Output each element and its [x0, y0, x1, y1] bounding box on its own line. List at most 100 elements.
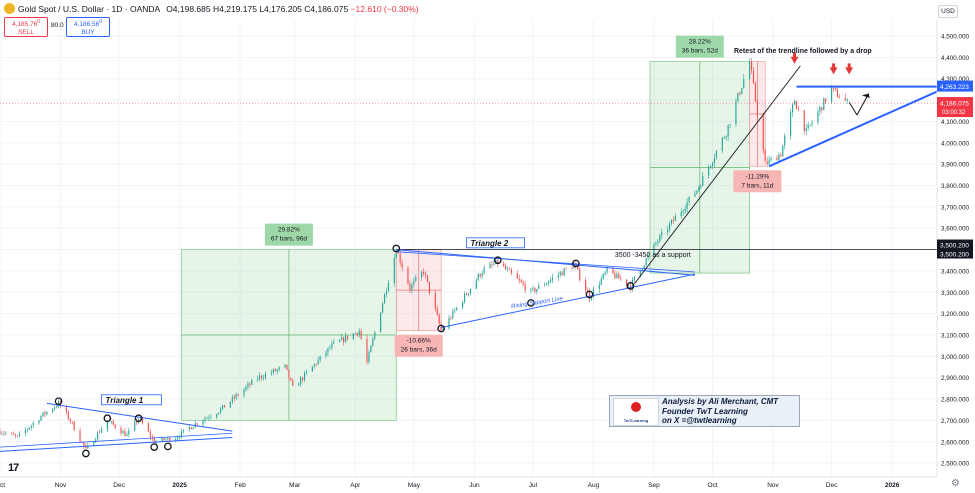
- candle-body: [602, 273, 604, 279]
- candle-body: [600, 278, 602, 285]
- candle-body: [536, 288, 538, 292]
- candle-body: [206, 417, 208, 419]
- candle-body: [319, 355, 321, 360]
- candle-body: [317, 359, 319, 365]
- candle-body: [16, 435, 19, 437]
- candle-body: [218, 412, 220, 415]
- triangle-2-upper: [396, 249, 695, 276]
- candle-body: [360, 330, 362, 339]
- author-annotation: TwTLearning Analysis by Ali Merchant, CM…: [609, 395, 800, 427]
- spread-value: 80.0: [51, 22, 64, 29]
- candle-body: [5, 432, 7, 434]
- candle-body: [737, 92, 739, 102]
- candle-body: [151, 436, 153, 439]
- candle-body: [682, 211, 684, 212]
- candle-body: [655, 242, 657, 244]
- candle-body: [549, 279, 552, 282]
- candle-body: [128, 430, 130, 435]
- candle-body: [506, 268, 509, 270]
- candle-body: [325, 352, 327, 356]
- candle-body: [40, 416, 42, 421]
- candle-body: [301, 377, 304, 381]
- candle-body: [784, 135, 786, 146]
- twt-logo-mark-icon: [631, 402, 641, 412]
- range-label-pct-2: -10.66%: [407, 338, 431, 345]
- candle-body: [627, 285, 630, 286]
- range-boxes: 29.82% 67 bars, 96d -10.66% 26 bars, 36d 28.…: [181, 35, 782, 421]
- triangle-2-label-box: [466, 237, 525, 249]
- retest-label: Retest of the trendline followed by a dr…: [734, 48, 872, 55]
- touch-point-circle-12: [585, 290, 594, 299]
- candle-body: [138, 418, 140, 423]
- candle-body: [547, 281, 550, 284]
- candle-body: [399, 253, 401, 263]
- candle-body: [315, 364, 317, 365]
- candle-body: [79, 430, 81, 442]
- candle-body: [202, 420, 204, 425]
- triangle-1-label: Triangle 1: [106, 396, 144, 405]
- candle-body: [264, 373, 267, 378]
- time-tick-label: Nov: [767, 482, 779, 489]
- candle-body: [838, 97, 840, 99]
- candle-body: [356, 332, 358, 335]
- candle-body: [165, 439, 167, 441]
- candle-body: [778, 154, 780, 161]
- candle-body: [341, 337, 343, 340]
- candle-body: [467, 293, 470, 295]
- range-label-bars-4: 7 bars, 11d: [741, 182, 773, 189]
- trend-lines: [0, 52, 938, 458]
- candle-body: [233, 397, 235, 399]
- candle-body: [711, 162, 714, 166]
- sell-price-sup: 0: [37, 19, 41, 25]
- buy-button[interactable]: 4,186.560 BUY: [66, 17, 110, 37]
- candle-body: [229, 401, 231, 408]
- tradingview-logo-icon[interactable]: 17: [8, 462, 19, 474]
- range-label-bars-1: 67 bars, 96d: [271, 236, 308, 243]
- candle-body: [698, 186, 700, 191]
- candle-body: [508, 268, 511, 270]
- candle-body: [177, 437, 179, 440]
- triangle-2-upper-2: [396, 251, 695, 273]
- time-tick-label: Jun: [469, 482, 480, 489]
- time-tick-label: Oct: [0, 482, 5, 489]
- candle-body: [311, 366, 313, 372]
- ohlc-close: C4,186.075: [304, 4, 349, 14]
- candle-body: [782, 145, 784, 157]
- candle-body: [694, 193, 696, 197]
- time-tick-label: Oct: [707, 482, 717, 489]
- sell-price: 4,185.76: [11, 21, 38, 29]
- candle-body: [97, 432, 99, 440]
- time-tick-label: May: [408, 482, 421, 489]
- candle-body: [257, 378, 259, 380]
- candle-body: [674, 216, 677, 221]
- candle-body: [762, 115, 764, 151]
- sell-button[interactable]: 4,185.760 SELL: [4, 17, 48, 37]
- candle-body: [491, 263, 493, 265]
- symbol-title: Gold Spot / U.S. Dollar · 1D · OANDA: [18, 4, 161, 14]
- level-label-3: 3,500.200: [940, 252, 969, 259]
- currency-button[interactable]: USD: [938, 5, 958, 18]
- settings-gear-icon[interactable]: ⚙: [951, 478, 960, 489]
- candle-body: [249, 383, 251, 385]
- candle-body: [342, 337, 345, 343]
- price-tick-label: 2,800.000: [941, 397, 970, 404]
- candle-body: [411, 284, 413, 290]
- price-tick-label: 3,700.000: [941, 204, 970, 211]
- touch-point-circle-9: [493, 256, 502, 265]
- candle-body: [245, 386, 247, 390]
- candle-body: [409, 283, 411, 290]
- ohlc-open: O4,198.685: [166, 4, 211, 14]
- candle-body: [790, 112, 792, 136]
- candle-body: [477, 274, 479, 281]
- touch-point-circle-1: [54, 397, 63, 406]
- candle-body: [44, 412, 46, 415]
- candle-body: [292, 380, 294, 386]
- candle-body: [210, 417, 212, 418]
- range-label-bars-2: 26 bars, 36d: [401, 347, 438, 354]
- price-tick-label: 4,000.000: [941, 140, 970, 147]
- candle-body: [793, 101, 796, 105]
- ohlc-change: −12.610 (−0.30%): [350, 4, 419, 14]
- red-down-arrow-icon-1: [790, 56, 799, 64]
